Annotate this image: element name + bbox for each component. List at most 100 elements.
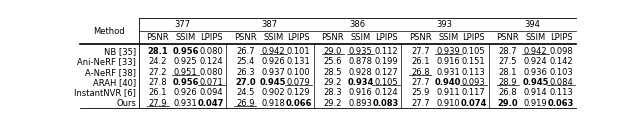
Text: 0.124: 0.124 bbox=[199, 57, 223, 66]
Text: 0.945: 0.945 bbox=[522, 78, 549, 87]
Text: 0.113: 0.113 bbox=[549, 88, 573, 97]
Text: 27.7: 27.7 bbox=[411, 99, 429, 108]
Text: 0.199: 0.199 bbox=[374, 57, 398, 66]
Text: PSNR: PSNR bbox=[147, 33, 169, 42]
Text: Ani-NeRF [33]: Ani-NeRF [33] bbox=[77, 57, 136, 66]
Text: 0.079: 0.079 bbox=[287, 78, 310, 87]
Text: 0.878: 0.878 bbox=[349, 57, 372, 66]
Text: 27.8: 27.8 bbox=[148, 78, 167, 87]
Text: PSNR: PSNR bbox=[234, 33, 257, 42]
Text: Ours: Ours bbox=[116, 99, 136, 108]
Text: 0.080: 0.080 bbox=[199, 47, 223, 56]
Text: 0.893: 0.893 bbox=[349, 99, 372, 108]
Text: 0.105: 0.105 bbox=[374, 78, 398, 87]
Text: SSIM: SSIM bbox=[438, 33, 458, 42]
Text: A-NeRF [38]: A-NeRF [38] bbox=[85, 68, 136, 77]
Text: 0.103: 0.103 bbox=[549, 68, 573, 77]
Text: 26.3: 26.3 bbox=[236, 68, 255, 77]
Text: LPIPS: LPIPS bbox=[550, 33, 572, 42]
Text: SSIM: SSIM bbox=[263, 33, 284, 42]
Text: 377: 377 bbox=[174, 20, 190, 29]
Text: 0.911: 0.911 bbox=[436, 88, 460, 97]
Text: 0.925: 0.925 bbox=[174, 57, 198, 66]
Text: 0.951: 0.951 bbox=[174, 68, 198, 77]
Text: 0.902: 0.902 bbox=[262, 88, 285, 97]
Text: 0.074: 0.074 bbox=[460, 99, 487, 108]
Text: 24.5: 24.5 bbox=[236, 88, 255, 97]
Text: SSIM: SSIM bbox=[175, 33, 196, 42]
Text: 0.094: 0.094 bbox=[199, 88, 223, 97]
Text: 26.8: 26.8 bbox=[411, 68, 429, 77]
Text: 0.084: 0.084 bbox=[549, 78, 573, 87]
Text: 0.919: 0.919 bbox=[524, 99, 548, 108]
Text: 0.151: 0.151 bbox=[462, 57, 486, 66]
Text: LPIPS: LPIPS bbox=[200, 33, 223, 42]
Text: 0.914: 0.914 bbox=[524, 88, 548, 97]
Text: 29.2: 29.2 bbox=[324, 78, 342, 87]
Text: 0.080: 0.080 bbox=[199, 68, 223, 77]
Text: 28.1: 28.1 bbox=[147, 47, 168, 56]
Text: 28.5: 28.5 bbox=[323, 68, 342, 77]
Text: 0.098: 0.098 bbox=[549, 47, 573, 56]
Text: 0.936: 0.936 bbox=[524, 68, 548, 77]
Text: 26.8: 26.8 bbox=[499, 88, 517, 97]
Text: 0.956: 0.956 bbox=[173, 47, 199, 56]
Text: 25.6: 25.6 bbox=[323, 57, 342, 66]
Text: Method: Method bbox=[93, 27, 125, 36]
Text: 0.112: 0.112 bbox=[374, 47, 398, 56]
Text: 0.071: 0.071 bbox=[199, 78, 223, 87]
Text: 29.0: 29.0 bbox=[497, 99, 518, 108]
Text: 0.117: 0.117 bbox=[461, 88, 486, 97]
Text: InstantNVR [6]: InstantNVR [6] bbox=[74, 88, 136, 97]
Text: 0.066: 0.066 bbox=[285, 99, 312, 108]
Text: 0.956: 0.956 bbox=[173, 78, 199, 87]
Text: 0.916: 0.916 bbox=[436, 57, 460, 66]
Text: 27.2: 27.2 bbox=[148, 68, 167, 77]
Text: 0.931: 0.931 bbox=[436, 68, 460, 77]
Text: ARAH [40]: ARAH [40] bbox=[93, 78, 136, 87]
Text: LPIPS: LPIPS bbox=[287, 33, 310, 42]
Text: 0.931: 0.931 bbox=[174, 99, 198, 108]
Text: 29.2: 29.2 bbox=[324, 99, 342, 108]
Text: 27.0: 27.0 bbox=[235, 78, 255, 87]
Text: 0.113: 0.113 bbox=[461, 68, 486, 77]
Text: 0.945: 0.945 bbox=[260, 78, 287, 87]
Text: 26.7: 26.7 bbox=[236, 47, 255, 56]
Text: 0.939: 0.939 bbox=[436, 47, 460, 56]
Text: 28.1: 28.1 bbox=[499, 68, 517, 77]
Text: 0.093: 0.093 bbox=[461, 78, 486, 87]
Text: 0.142: 0.142 bbox=[549, 57, 573, 66]
Text: 0.916: 0.916 bbox=[349, 88, 372, 97]
Text: 25.4: 25.4 bbox=[236, 57, 255, 66]
Text: 24.2: 24.2 bbox=[148, 57, 167, 66]
Text: 0.101: 0.101 bbox=[287, 47, 310, 56]
Text: 387: 387 bbox=[262, 20, 278, 29]
Text: 0.942: 0.942 bbox=[524, 47, 548, 56]
Text: 0.924: 0.924 bbox=[524, 57, 548, 66]
Text: 0.127: 0.127 bbox=[374, 68, 398, 77]
Text: NB [35]: NB [35] bbox=[104, 47, 136, 56]
Text: 0.935: 0.935 bbox=[349, 47, 372, 56]
Text: 0.937: 0.937 bbox=[261, 68, 285, 77]
Text: 0.940: 0.940 bbox=[435, 78, 461, 87]
Text: 0.934: 0.934 bbox=[348, 78, 374, 87]
Text: 0.926: 0.926 bbox=[174, 88, 198, 97]
Text: 29.0: 29.0 bbox=[324, 47, 342, 56]
Text: 26.1: 26.1 bbox=[148, 88, 167, 97]
Text: 27.7: 27.7 bbox=[411, 78, 429, 87]
Text: 26.9: 26.9 bbox=[236, 99, 255, 108]
Text: LPIPS: LPIPS bbox=[462, 33, 485, 42]
Text: 0.942: 0.942 bbox=[262, 47, 285, 56]
Text: 0.105: 0.105 bbox=[462, 47, 486, 56]
Text: 26.1: 26.1 bbox=[411, 57, 429, 66]
Text: 28.7: 28.7 bbox=[499, 47, 517, 56]
Text: 0.131: 0.131 bbox=[287, 57, 310, 66]
Text: SSIM: SSIM bbox=[351, 33, 371, 42]
Text: SSIM: SSIM bbox=[525, 33, 546, 42]
Text: 386: 386 bbox=[349, 20, 365, 29]
Text: 25.9: 25.9 bbox=[411, 88, 429, 97]
Text: 0.124: 0.124 bbox=[374, 88, 398, 97]
Text: 0.910: 0.910 bbox=[436, 99, 460, 108]
Text: 28.9: 28.9 bbox=[499, 78, 517, 87]
Text: 394: 394 bbox=[524, 20, 540, 29]
